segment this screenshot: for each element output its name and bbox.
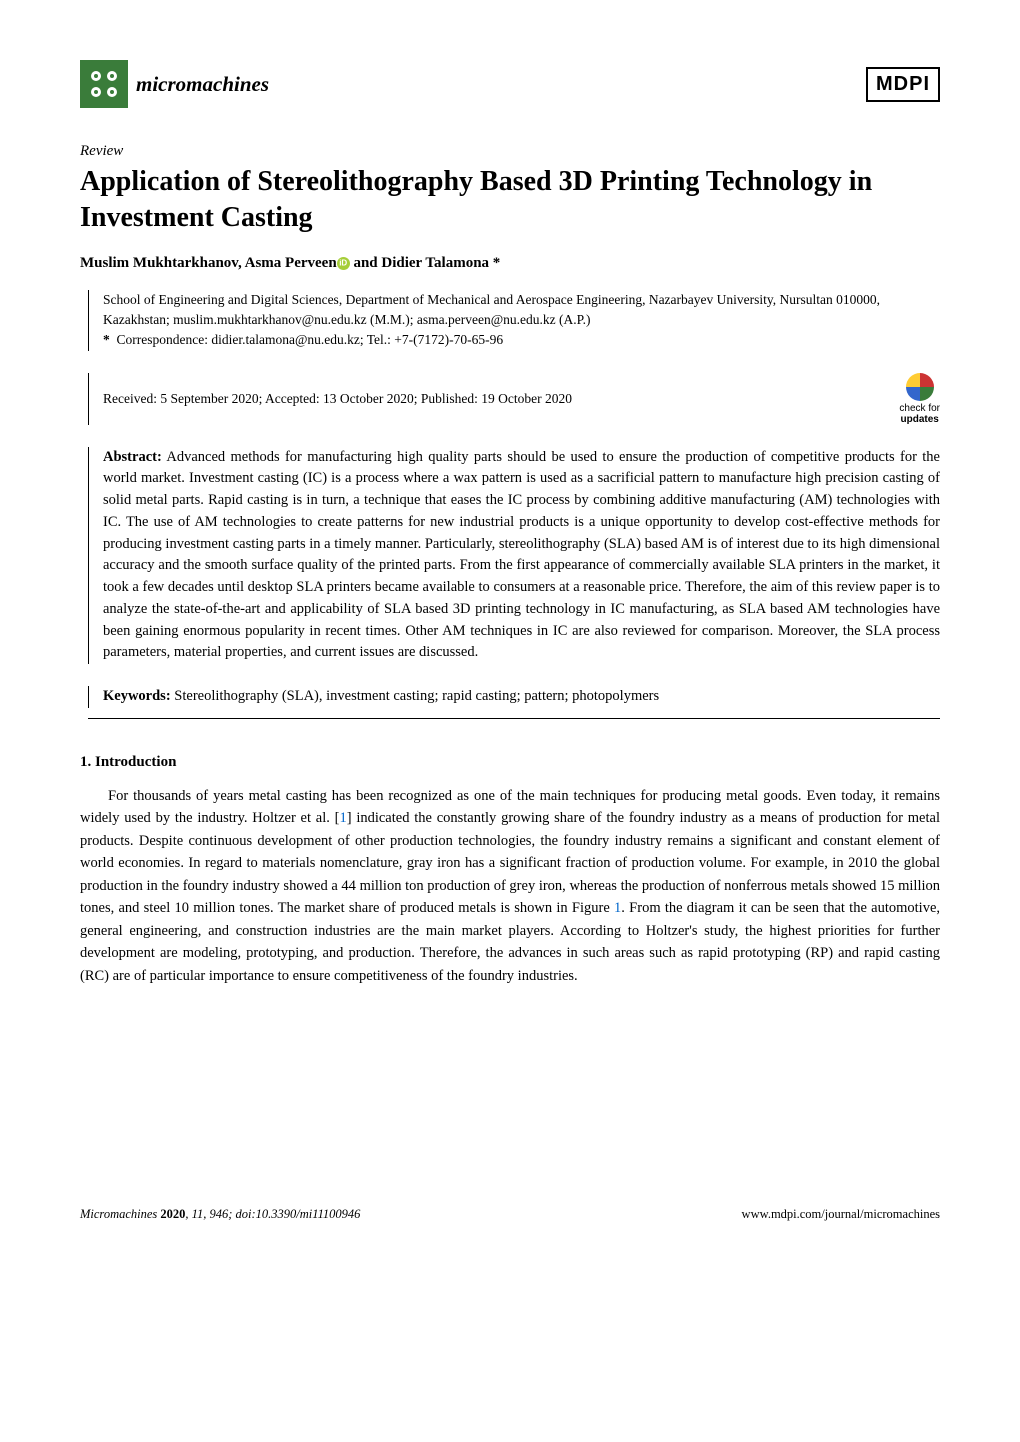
section-1-paragraph-1: For thousands of years metal casting has…	[80, 785, 940, 987]
article-title: Application of Stereolithography Based 3…	[80, 164, 940, 237]
correspondence-marker: *	[103, 332, 110, 347]
check-updates-widget[interactable]: check for updates	[899, 373, 940, 425]
affiliation-block: School of Engineering and Digital Scienc…	[88, 290, 940, 351]
page-footer: Micromachines 2020, 11, 946; doi:10.3390…	[80, 1207, 940, 1222]
abstract-label: Abstract:	[103, 449, 162, 465]
journal-logo: micromachines	[80, 60, 269, 108]
publication-dates: Received: 5 September 2020; Accepted: 13…	[103, 391, 572, 407]
journal-logo-icon	[80, 60, 128, 108]
article-type: Review	[80, 143, 940, 160]
keywords-block: Keywords: Stereolithography (SLA), inves…	[88, 686, 940, 708]
correspondence-text: Correspondence: didier.talamona@nu.edu.k…	[117, 332, 504, 347]
footer-year: 2020	[160, 1207, 185, 1221]
publisher-logo: MDPI	[866, 67, 940, 102]
section-divider	[88, 718, 940, 719]
header-row: micromachines MDPI	[80, 60, 940, 108]
abstract-text: Advanced methods for manufacturing high …	[103, 449, 940, 661]
footer-vol: , 11, 946; doi:10.3390/mi11100946	[185, 1207, 360, 1221]
section-1-heading: 1. Introduction	[80, 754, 940, 771]
check-updates-label-1: check for	[899, 403, 940, 414]
abstract-block: Abstract: Advanced methods for manufactu…	[88, 447, 940, 665]
orcid-icon[interactable]	[337, 257, 350, 270]
affiliation-text: School of Engineering and Digital Scienc…	[103, 290, 940, 331]
authors-suffix: and Didier Talamona *	[350, 255, 501, 271]
footer-citation: Micromachines 2020, 11, 946; doi:10.3390…	[80, 1207, 360, 1222]
footer-url[interactable]: www.mdpi.com/journal/micromachines	[742, 1207, 940, 1222]
authors-names: Muslim Mukhtarkhanov, Asma Perveen	[80, 255, 337, 271]
correspondence-line: * Correspondence: didier.talamona@nu.edu…	[103, 330, 940, 350]
check-updates-label-2: updates	[901, 414, 939, 425]
journal-name: micromachines	[136, 72, 269, 97]
footer-journal: Micromachines	[80, 1207, 160, 1221]
keywords-text: Stereolithography (SLA), investment cast…	[171, 688, 659, 704]
authors-line: Muslim Mukhtarkhanov, Asma Perveen and D…	[80, 255, 940, 272]
check-updates-icon	[906, 373, 934, 401]
citation-link-1[interactable]: 1	[339, 810, 346, 826]
keywords-label: Keywords:	[103, 688, 171, 704]
dates-row: Received: 5 September 2020; Accepted: 13…	[88, 373, 940, 425]
